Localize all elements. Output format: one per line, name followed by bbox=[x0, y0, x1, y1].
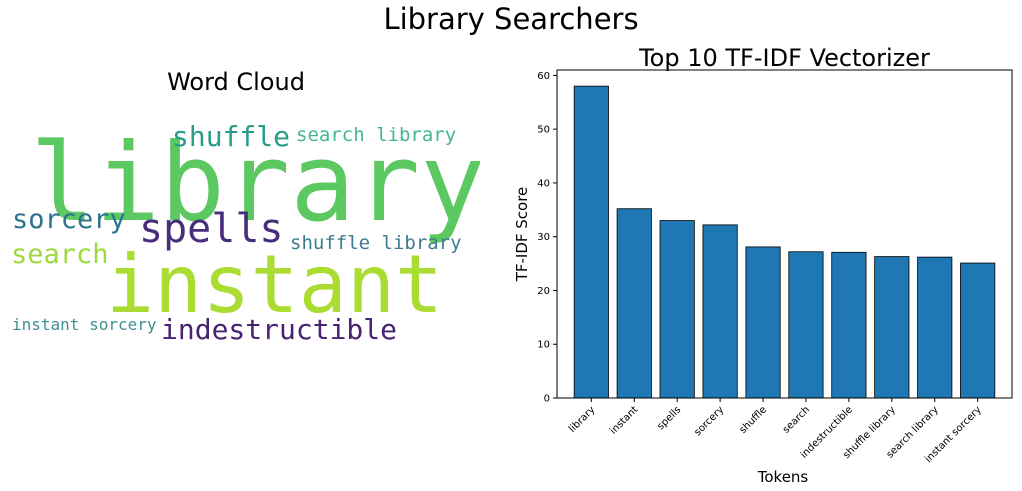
x-axis-label: Tokens bbox=[757, 468, 809, 486]
bar-indestructible bbox=[831, 251, 867, 399]
cloud-word-search: search bbox=[11, 239, 109, 270]
x-tick-label: search bbox=[781, 404, 812, 435]
cloud-word-sorcery: sorcery bbox=[12, 204, 126, 235]
cloud-word-instant-sorcery: instant sorcery bbox=[12, 315, 157, 334]
bar-search-library bbox=[917, 256, 953, 399]
y-tick-label: 10 bbox=[537, 340, 550, 351]
bar-sorcery bbox=[702, 224, 738, 399]
cloud-word-shuffle: shuffle bbox=[172, 120, 290, 153]
bar-spells bbox=[659, 220, 695, 399]
x-tick-label: library bbox=[567, 404, 598, 435]
y-tick-label: 40 bbox=[537, 178, 550, 189]
cloud-word-search-library: search library bbox=[296, 124, 456, 146]
cloud-word-shuffle-library: shuffle library bbox=[290, 232, 462, 254]
cloud-word-spells: spells bbox=[139, 206, 284, 252]
bar-shuffle bbox=[745, 246, 781, 399]
bar-instant-sorcery bbox=[960, 262, 996, 399]
y-tick-label: 30 bbox=[537, 232, 550, 243]
y-axis-label: TF-IDF Score bbox=[513, 187, 531, 283]
x-tick-label: spells bbox=[655, 404, 683, 432]
x-tick-label: instant bbox=[608, 404, 640, 436]
x-tick-label: shuffle bbox=[738, 404, 770, 436]
y-tick-label: 60 bbox=[537, 71, 550, 82]
figure-title: Library Searchers bbox=[383, 2, 639, 36]
cloud-word-library: library bbox=[30, 121, 480, 246]
bar-instant bbox=[616, 208, 652, 399]
bar-shuffle-library bbox=[874, 256, 910, 399]
word-cloud: library instant spells shuffle search li… bbox=[11, 120, 480, 346]
x-tick-label: sorcery bbox=[692, 404, 726, 438]
plot-frame bbox=[556, 69, 1013, 399]
y-tick-label: 20 bbox=[537, 286, 550, 297]
y-tick-label: 0 bbox=[544, 394, 550, 405]
chart-title: Top 10 TF-IDF Vectorizer bbox=[638, 44, 930, 72]
cloud-word-indestructible: indestructible bbox=[161, 313, 397, 346]
word-cloud-title: Word Cloud bbox=[167, 68, 305, 96]
bar-search bbox=[788, 251, 824, 399]
cloud-word-instant: instant bbox=[106, 238, 443, 331]
bar-library bbox=[573, 85, 609, 399]
y-tick-label: 50 bbox=[537, 125, 550, 136]
